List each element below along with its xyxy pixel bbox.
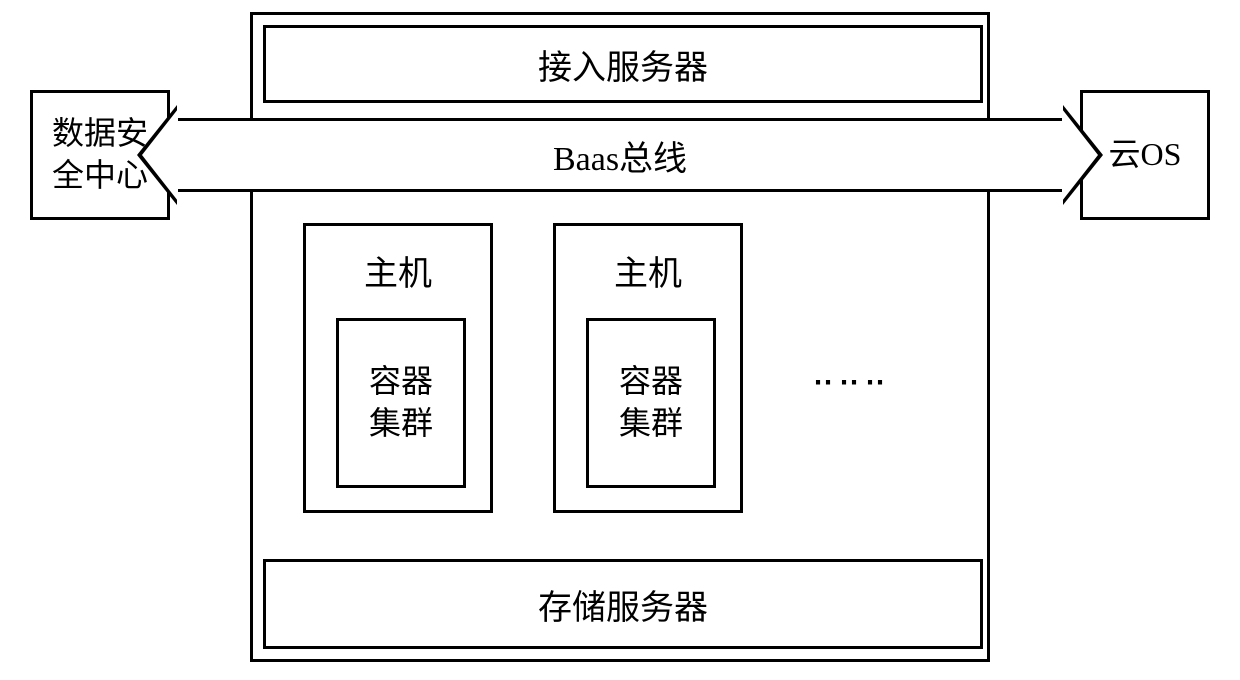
host-1-title: 主机 bbox=[306, 246, 490, 295]
bus-label: Baas总线 bbox=[553, 131, 687, 180]
bus-arrow-left-inner-icon bbox=[142, 109, 178, 201]
container-cluster-2: 容器集群 bbox=[586, 318, 716, 488]
ellipsis-icon: ‥‥‥ bbox=[813, 357, 891, 392]
storage-server-label: 存储服务器 bbox=[538, 580, 708, 629]
main-container: 接入服务器 主机 容器集群 主机 容器集群 ‥‥‥ 存储服务器 bbox=[250, 12, 990, 662]
container-2-label: 容器集群 bbox=[619, 361, 683, 444]
host-node-2: 主机 容器集群 bbox=[553, 223, 743, 513]
access-server-label: 接入服务器 bbox=[538, 40, 708, 89]
cloud-os-label: 云OS bbox=[1109, 134, 1182, 176]
container-1-label: 容器集群 bbox=[369, 361, 433, 444]
container-cluster-1: 容器集群 bbox=[336, 318, 466, 488]
access-server-node: 接入服务器 bbox=[263, 25, 983, 103]
host-node-1: 主机 容器集群 bbox=[303, 223, 493, 513]
data-security-center-label: 数据安全中心 bbox=[52, 113, 148, 196]
baas-bus: Baas总线 bbox=[175, 118, 1065, 192]
bus-arrow-right-inner-icon bbox=[1062, 109, 1098, 201]
storage-server-node: 存储服务器 bbox=[263, 559, 983, 649]
host-2-title: 主机 bbox=[556, 246, 740, 295]
